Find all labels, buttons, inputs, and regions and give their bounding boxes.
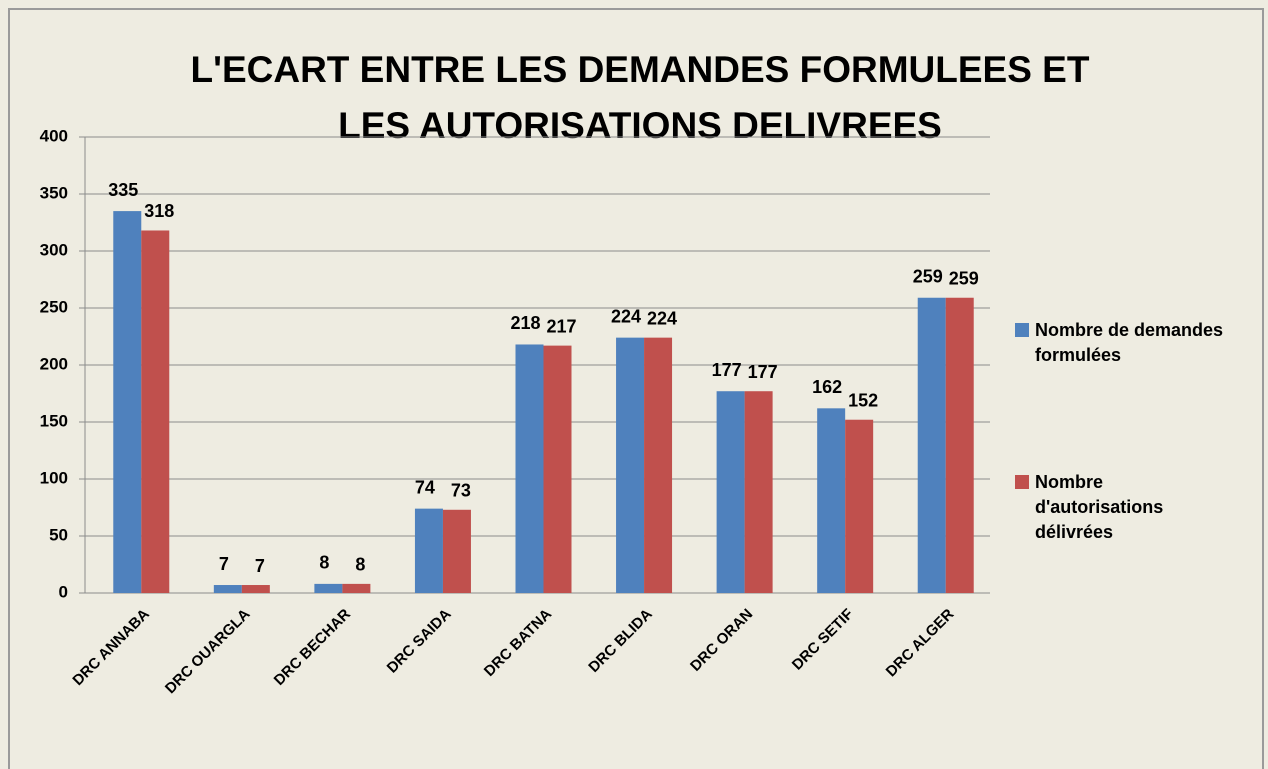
bar	[141, 230, 170, 594]
data-label: 8	[355, 555, 365, 575]
chart-frame	[8, 8, 1264, 769]
data-label: 259	[913, 266, 943, 286]
x-tick-label: DRC ALGER	[883, 605, 958, 680]
y-tick-label: 50	[49, 525, 68, 544]
legend-swatch	[1015, 475, 1029, 489]
legend-label: Nombre d'autorisations délivrées	[1035, 472, 1164, 542]
x-tick-label: DRC SETIF	[789, 606, 857, 674]
y-tick-label: 400	[40, 126, 68, 145]
data-label: 74	[415, 477, 435, 497]
bar	[342, 583, 371, 593]
y-tick-label: 150	[40, 411, 68, 430]
data-label: 259	[949, 268, 979, 288]
chart-title: L'ECART ENTRE LES DEMANDES FORMULEES ET	[191, 49, 1090, 90]
bar	[442, 509, 471, 593]
data-label: 8	[319, 553, 329, 573]
bar	[917, 297, 946, 593]
bar	[945, 297, 974, 593]
bar	[616, 337, 645, 593]
x-tick-label: DRC SAIDA	[384, 606, 455, 677]
x-tick-label: DRC BLIDA	[585, 606, 655, 676]
x-tick-label: DRC BECHAR	[271, 606, 354, 689]
bar	[543, 345, 572, 593]
bar	[241, 585, 270, 593]
x-tick-label: DRC OUARGLA	[162, 606, 254, 698]
data-label: 318	[144, 201, 174, 221]
bar	[845, 419, 874, 593]
data-label: 224	[611, 306, 641, 326]
x-tick-label: DRC BATNA	[481, 605, 555, 679]
bar	[744, 391, 773, 593]
legend-label: Nombre de demandes formulées	[1035, 320, 1224, 365]
bar	[213, 585, 242, 593]
data-label: 177	[748, 362, 778, 382]
y-tick-label: 200	[40, 354, 68, 373]
data-label: 162	[812, 377, 842, 397]
bar	[716, 391, 745, 593]
bar	[314, 583, 343, 593]
data-label: 7	[219, 554, 229, 574]
data-label: 73	[451, 481, 471, 501]
chart-title: LES AUTORISATIONS DELIVREES	[338, 105, 942, 146]
bar	[113, 211, 142, 593]
y-tick-label: 100	[40, 468, 68, 487]
data-label: 218	[510, 313, 540, 333]
bar	[515, 344, 544, 593]
legend-swatch	[1015, 323, 1029, 337]
data-label: 177	[712, 360, 742, 380]
x-tick-label: DRC ORAN	[687, 606, 756, 675]
y-tick-label: 300	[40, 240, 68, 259]
x-tick-label: DRC ANNABA	[69, 605, 153, 689]
data-label: 335	[108, 180, 138, 200]
y-tick-label: 0	[59, 582, 68, 601]
bar	[644, 337, 673, 593]
data-label: 224	[647, 308, 677, 328]
data-label: 217	[546, 316, 576, 336]
y-tick-label: 350	[40, 183, 68, 202]
bar	[414, 508, 443, 593]
bar	[817, 408, 846, 593]
data-label: 7	[255, 556, 265, 576]
data-label: 152	[848, 390, 878, 410]
y-tick-label: 250	[40, 297, 68, 316]
